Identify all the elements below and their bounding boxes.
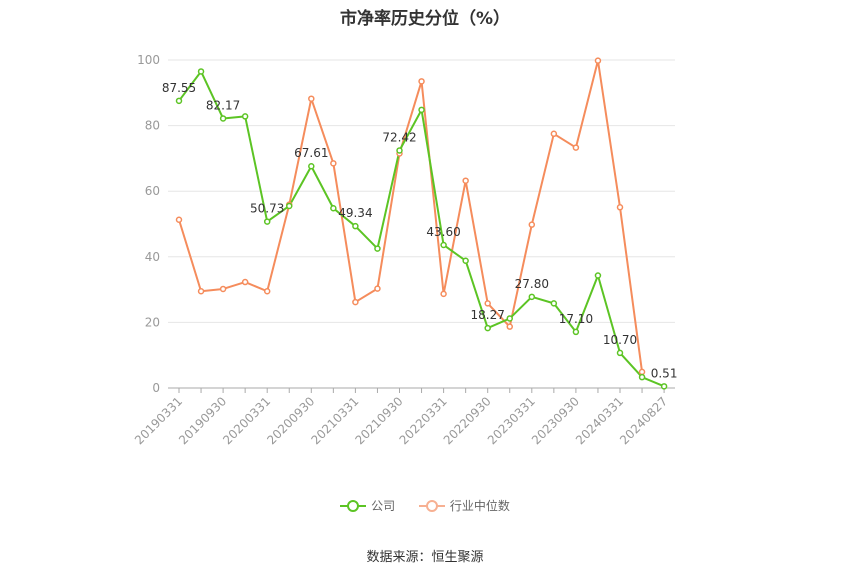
- data-label: 17.10: [559, 312, 593, 326]
- data-point-company: [374, 245, 381, 252]
- data-label: 87.55: [162, 81, 196, 95]
- data-point-company: [484, 324, 491, 332]
- data-label: 67.61: [294, 146, 328, 160]
- data-point-industry-median: [528, 221, 536, 228]
- data-point-company: [462, 257, 469, 264]
- data-label: 0.51: [651, 366, 678, 380]
- data-point-industry-median: [263, 287, 271, 295]
- data-point-company: [506, 315, 513, 322]
- legend-swatch-company: [340, 499, 367, 513]
- data-point-company: [263, 218, 271, 225]
- data-point-company: [330, 205, 337, 212]
- chart-legend: 公司 行业中位数: [0, 497, 850, 516]
- legend-label-industry-median: 行业中位数: [449, 499, 510, 513]
- data-point-industry-median: [550, 130, 558, 138]
- legend-item-company[interactable]: 公司: [340, 497, 395, 514]
- data-label: 49.34: [338, 206, 372, 220]
- data-label: 27.80: [515, 277, 549, 291]
- data-label: 72.42: [382, 130, 416, 144]
- data-point-company: [594, 272, 602, 279]
- series-line-company: [178, 70, 665, 388]
- data-point-industry-median: [484, 300, 491, 307]
- legend-label-company: 公司: [371, 499, 396, 513]
- data-label: 50.73: [250, 202, 284, 216]
- data-point-company: [308, 162, 315, 170]
- data-point-industry-median: [638, 368, 646, 376]
- data-point-industry-median: [440, 290, 447, 298]
- data-point-industry-median: [352, 298, 359, 306]
- data-point-company: [638, 373, 646, 381]
- series-line-industry-median: [178, 59, 644, 373]
- data-point-industry-median: [175, 216, 183, 223]
- data-point-industry-median: [594, 57, 602, 64]
- legend-item-industry-median[interactable]: 行业中位数: [418, 497, 510, 514]
- x-tick-label: 20240827: [617, 394, 670, 447]
- data-source: 数据来源：恒生聚源: [366, 550, 484, 565]
- data-label: 43.60: [426, 225, 460, 239]
- data-point-industry-median: [308, 95, 315, 102]
- data-point-company: [616, 349, 624, 357]
- data-point-company: [440, 241, 447, 249]
- data-point-industry-median: [572, 144, 580, 151]
- data-label: 18.27: [471, 308, 505, 322]
- data-point-company: [528, 293, 536, 301]
- y-tick-label: 100: [137, 53, 160, 67]
- data-point-company: [550, 300, 558, 307]
- data-label: 10.70: [603, 333, 637, 347]
- data-point-company: [286, 202, 293, 210]
- chart-title: 市净率历史分位（%）: [339, 9, 511, 29]
- data-label: 82.17: [206, 98, 240, 112]
- data-point-company: [352, 222, 359, 230]
- legend-swatch-industry-median: [418, 499, 445, 513]
- data-point-company: [219, 115, 227, 122]
- data-point-company: [175, 97, 183, 105]
- data-point-industry-median: [197, 287, 205, 295]
- data-point-company: [572, 328, 580, 336]
- data-point-company: [660, 383, 668, 390]
- y-tick-label: 40: [145, 250, 160, 264]
- data-point-company: [241, 113, 249, 120]
- data-point-industry-median: [506, 323, 513, 330]
- data-point-company: [418, 106, 425, 114]
- data-point-company: [197, 68, 205, 75]
- y-tick-label: 60: [145, 184, 160, 198]
- data-point-industry-median: [241, 278, 249, 286]
- data-point-company: [396, 147, 403, 154]
- line-chart: 0204060801002019033120190930202003312020…: [132, 53, 678, 447]
- data-point-industry-median: [616, 204, 624, 211]
- y-tick-label: 80: [145, 119, 160, 133]
- data-point-industry-median: [330, 160, 337, 167]
- data-point-industry-median: [374, 285, 381, 292]
- y-tick-label: 0: [152, 381, 160, 395]
- data-point-industry-median: [219, 285, 227, 293]
- data-point-industry-median: [462, 177, 469, 184]
- data-point-industry-median: [418, 78, 425, 85]
- y-tick-label: 20: [145, 315, 160, 329]
